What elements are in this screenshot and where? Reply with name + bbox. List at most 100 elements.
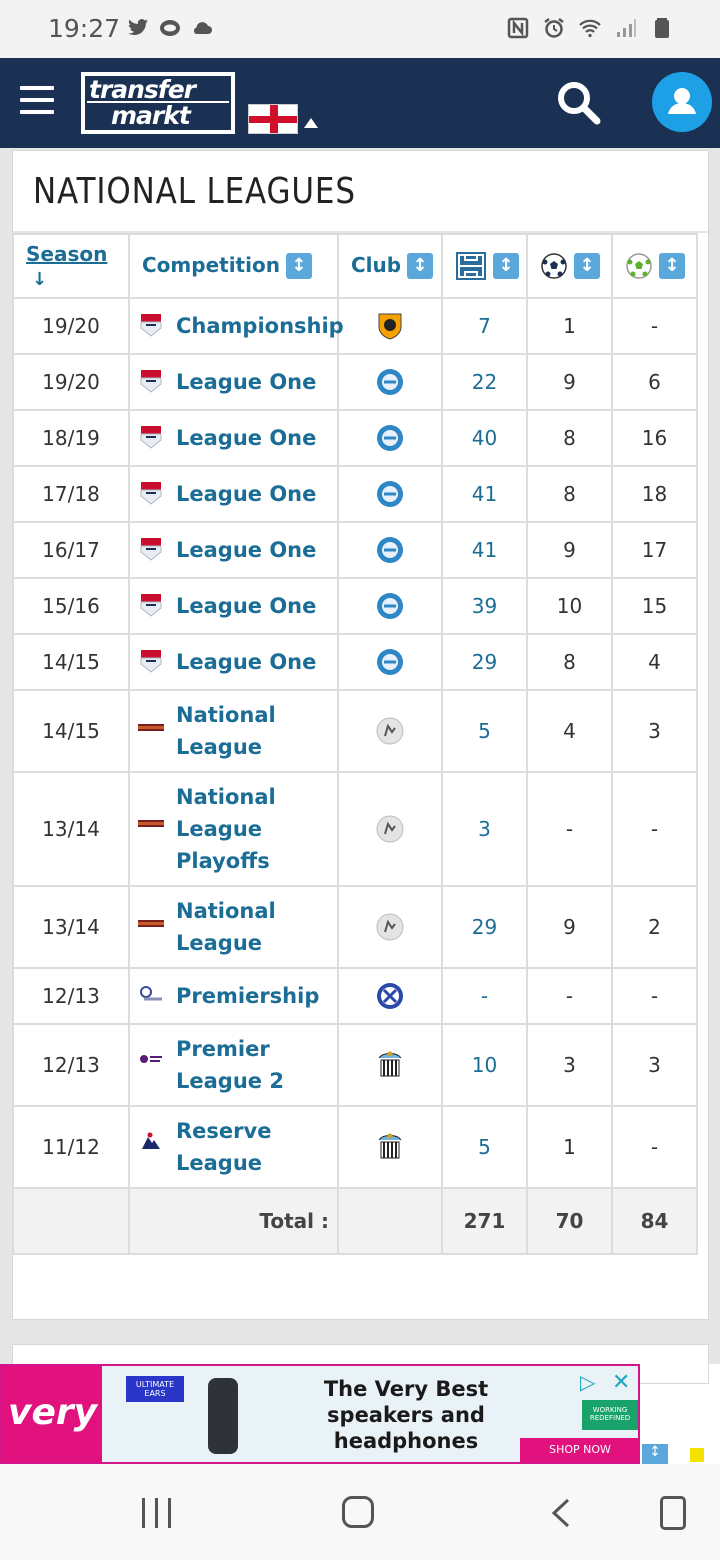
competition-link[interactable]: Championship bbox=[176, 314, 344, 338]
transfermarkt-logo[interactable]: transfer markt bbox=[81, 72, 235, 134]
rotate-icon[interactable] bbox=[660, 1496, 686, 1530]
shop-now-button[interactable]: SHOP NOW bbox=[520, 1438, 640, 1462]
assists-cell: 2 bbox=[611, 885, 698, 969]
club-header[interactable]: Club ↕ bbox=[337, 233, 443, 299]
signal-icon bbox=[617, 19, 636, 37]
total-club-cell bbox=[337, 1187, 443, 1255]
assists-cell: 18 bbox=[611, 465, 698, 523]
competition-link[interactable]: League One bbox=[176, 426, 317, 450]
total-label: Total : bbox=[128, 1187, 339, 1255]
club-cell bbox=[337, 967, 443, 1025]
club-crest-icon[interactable] bbox=[375, 535, 405, 565]
assists-header[interactable]: ↕ bbox=[611, 233, 698, 299]
club-crest-icon[interactable] bbox=[375, 479, 405, 509]
assists-cell: 3 bbox=[611, 689, 698, 773]
club-cell bbox=[337, 577, 443, 635]
competition-link[interactable]: Premier League 2 bbox=[176, 1037, 284, 1093]
sort-icon[interactable]: ↕ bbox=[574, 253, 600, 279]
club-crest-icon[interactable] bbox=[375, 716, 405, 746]
competition-link[interactable]: League One bbox=[176, 650, 317, 674]
table-row: 18/19 League One 40 8 16 bbox=[12, 409, 698, 467]
club-cell bbox=[337, 1105, 443, 1189]
arrow-down-icon: ↓ bbox=[32, 269, 48, 290]
status-time: 19:27 bbox=[48, 14, 121, 43]
sort-icon[interactable]: ↕ bbox=[493, 253, 519, 279]
messages-icon bbox=[160, 20, 180, 36]
goals-cell: 8 bbox=[526, 633, 613, 691]
hull-city-crest-icon[interactable] bbox=[375, 311, 405, 341]
competition-link[interactable]: League One bbox=[176, 370, 317, 394]
club-crest-icon[interactable] bbox=[375, 647, 405, 677]
competition-header[interactable]: Competition ↕ bbox=[128, 233, 339, 299]
table-row: 12/13 Premier League 2 10 3 3 bbox=[12, 1023, 698, 1107]
efl-logo-icon bbox=[140, 482, 162, 505]
goals-header[interactable]: ↕ bbox=[526, 233, 613, 299]
status-bar: 19:27 bbox=[0, 0, 720, 58]
appearances-cell[interactable]: 5 bbox=[441, 1105, 528, 1189]
appearances-cell[interactable]: 29 bbox=[441, 885, 528, 969]
season-cell: 12/13 bbox=[12, 967, 130, 1025]
competition-link[interactable]: League One bbox=[176, 594, 317, 618]
club-crest-icon[interactable] bbox=[375, 814, 405, 844]
close-icon[interactable]: ✕ bbox=[612, 1370, 631, 1395]
club-cell bbox=[337, 409, 443, 467]
home-icon[interactable] bbox=[342, 1496, 374, 1528]
competition-link[interactable]: Reserve League bbox=[176, 1119, 272, 1175]
section-title: NATIONAL LEAGUES bbox=[33, 171, 356, 212]
competition-link[interactable]: League One bbox=[176, 482, 317, 506]
club-crest-icon[interactable] bbox=[375, 367, 405, 397]
menu-icon[interactable] bbox=[20, 86, 54, 116]
table-row: 12/13 Premiership - - - bbox=[12, 967, 698, 1025]
season-header[interactable]: Season ↓ bbox=[12, 233, 130, 299]
ad-banner[interactable]: very ULTIMATE EARS The Very Best speaker… bbox=[0, 1364, 640, 1464]
appearances-cell[interactable]: 3 bbox=[441, 771, 528, 887]
competition-cell: League One bbox=[128, 409, 339, 467]
appearances-cell[interactable]: 40 bbox=[441, 409, 528, 467]
appearances-header[interactable]: ↕ bbox=[441, 233, 528, 299]
sort-icon[interactable]: ↕ bbox=[659, 253, 685, 279]
competition-link[interactable]: Premiership bbox=[176, 984, 320, 1008]
scroll-top-icon[interactable]: ↕ bbox=[642, 1444, 668, 1464]
competition-link[interactable]: League One bbox=[176, 538, 317, 562]
goals-cell: 1 bbox=[526, 297, 613, 355]
club-crest-icon[interactable] bbox=[375, 912, 405, 942]
appearances-cell[interactable]: 5 bbox=[441, 689, 528, 773]
back-icon[interactable] bbox=[548, 1498, 576, 1528]
table-row: 13/14 National League Playoffs 3 - - bbox=[12, 771, 698, 887]
competition-link[interactable]: National League Playoffs bbox=[176, 785, 276, 873]
adchoices-icon[interactable]: ▷ bbox=[580, 1370, 596, 1394]
national-league-logo-icon bbox=[138, 920, 164, 927]
competition-link[interactable]: National League bbox=[176, 899, 276, 955]
season-cell: 16/17 bbox=[12, 521, 130, 579]
club-crest-icon[interactable] bbox=[375, 981, 405, 1011]
caret-up-icon[interactable] bbox=[304, 118, 318, 128]
england-flag-icon[interactable] bbox=[248, 104, 298, 134]
club-cell bbox=[337, 297, 443, 355]
appearances-cell[interactable]: 22 bbox=[441, 353, 528, 411]
appearances-cell[interactable]: 41 bbox=[441, 521, 528, 579]
competition-cell: Championship bbox=[128, 297, 344, 355]
reserve-league-logo-icon bbox=[142, 1132, 160, 1149]
national-leagues-box: NATIONAL LEAGUES Season ↓ Competition ↕ Cl… bbox=[12, 150, 709, 1320]
appearances-cell[interactable]: 7 bbox=[441, 297, 528, 355]
season-cell: 17/18 bbox=[12, 465, 130, 523]
competition-cell: League One bbox=[128, 633, 339, 691]
appearances-cell[interactable]: 41 bbox=[441, 465, 528, 523]
appearances-cell[interactable]: - bbox=[441, 967, 528, 1025]
user-account-button[interactable] bbox=[652, 72, 712, 132]
newcastle-crest-icon[interactable] bbox=[375, 1132, 405, 1162]
recent-apps-icon[interactable] bbox=[142, 1498, 172, 1528]
newcastle-crest-icon[interactable] bbox=[375, 1050, 405, 1080]
appearances-cell[interactable]: 10 bbox=[441, 1023, 528, 1107]
appearances-cell[interactable]: 39 bbox=[441, 577, 528, 635]
assists-icon bbox=[626, 253, 652, 279]
club-crest-icon[interactable] bbox=[375, 423, 405, 453]
sort-icon[interactable]: ↕ bbox=[285, 253, 312, 280]
search-icon[interactable] bbox=[556, 80, 602, 126]
sort-icon[interactable]: ↕ bbox=[407, 253, 434, 280]
appearances-cell[interactable]: 29 bbox=[441, 633, 528, 691]
goals-cell: 9 bbox=[526, 353, 613, 411]
club-crest-icon[interactable] bbox=[375, 591, 405, 621]
competition-link[interactable]: National League bbox=[176, 703, 276, 759]
season-sort-link[interactable]: Season bbox=[26, 242, 108, 266]
